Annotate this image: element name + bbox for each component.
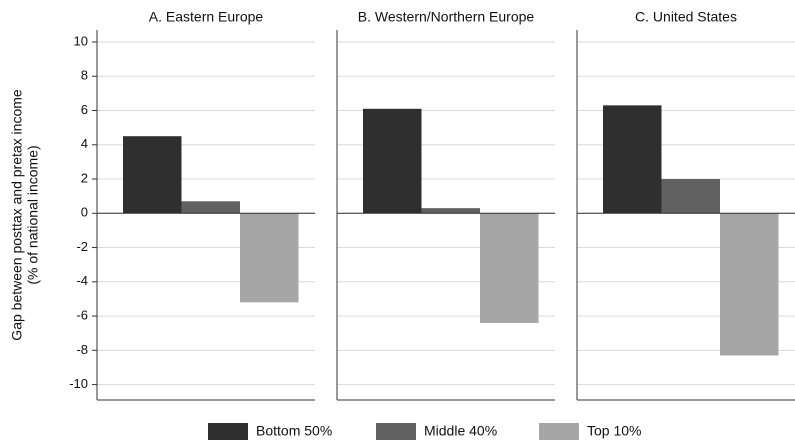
bar <box>181 201 240 214</box>
y-tick-label: 4 <box>81 136 88 151</box>
bar <box>421 208 480 214</box>
y-tick-label: 10 <box>74 33 88 48</box>
y-tick-label: 0 <box>81 205 88 220</box>
y-tick-label: -10 <box>69 376 88 391</box>
bar <box>720 213 779 356</box>
bar <box>363 108 422 214</box>
legend-swatch <box>208 423 248 440</box>
legend-label: Top 10% <box>587 423 641 439</box>
bar <box>123 136 182 214</box>
y-axis-label: Gap between posttax and pretax income <box>9 89 25 341</box>
y-tick-label: 8 <box>81 68 88 83</box>
panel-title: A. Eastern Europe <box>149 9 264 25</box>
bar <box>603 105 662 214</box>
bar <box>240 213 299 303</box>
y-tick-label: 6 <box>81 102 88 117</box>
panel-title: C. United States <box>635 9 737 25</box>
y-tick-label: -2 <box>76 239 88 254</box>
legend-label: Middle 40% <box>424 423 497 439</box>
y-tick-label: -4 <box>76 273 88 288</box>
panel-title: B. Western/Northern Europe <box>358 9 535 25</box>
legend-swatch <box>376 423 416 440</box>
y-axis-label: (% of national income) <box>25 145 41 284</box>
y-tick-label: -8 <box>76 342 88 357</box>
legend-swatch <box>539 423 579 440</box>
bar <box>480 213 539 323</box>
y-tick-label: -6 <box>76 308 88 323</box>
y-tick-label: 2 <box>81 170 88 185</box>
bar <box>661 179 720 214</box>
legend-label: Bottom 50% <box>256 423 332 439</box>
